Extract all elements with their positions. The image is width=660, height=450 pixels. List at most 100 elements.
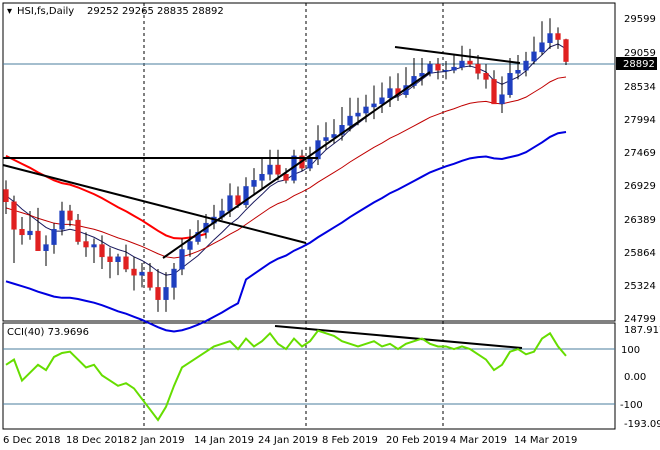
price-tick: 27994 bbox=[624, 115, 656, 126]
price-pane-frame bbox=[2, 2, 616, 322]
candle-bull bbox=[259, 173, 265, 181]
cci-title: CCI(40) 73.9696 bbox=[7, 327, 89, 338]
current-price-label: 28892 bbox=[623, 59, 655, 70]
cci-tick: 0.00 bbox=[624, 372, 646, 383]
candle-bear bbox=[67, 210, 73, 221]
candle-bull bbox=[459, 60, 465, 68]
candle-bull bbox=[379, 97, 385, 105]
candle-bull bbox=[91, 244, 97, 248]
red-step-segment bbox=[5, 154, 207, 240]
candle-bull bbox=[187, 241, 193, 250]
candle-bull bbox=[451, 66, 457, 71]
candle-bull bbox=[139, 271, 145, 276]
ascending-trendline bbox=[162, 71, 431, 259]
chart-header-ohlc: 29252 29265 28835 28892 bbox=[87, 6, 224, 17]
candle-bull bbox=[539, 42, 545, 53]
date-label: 14 Mar 2019 bbox=[514, 435, 577, 446]
candle-bull bbox=[43, 244, 49, 251]
date-axis: 6 Dec 2018 18 Dec 2018 2 Jan 2019 14 Jan… bbox=[3, 435, 577, 446]
candle-bear bbox=[131, 268, 137, 276]
candle-bear bbox=[123, 256, 129, 270]
chart-header-arrow-icon: ▾ bbox=[7, 6, 12, 17]
chart-header-symbol: HSI,fs,Daily bbox=[17, 6, 74, 17]
candle-bear bbox=[555, 33, 561, 40]
candle-bull bbox=[523, 60, 529, 71]
candle-bull bbox=[171, 268, 177, 288]
candle-bear bbox=[75, 219, 81, 242]
cci-minus100-box bbox=[616, 398, 644, 410]
candle-bear bbox=[475, 63, 481, 74]
candle-bear bbox=[155, 287, 161, 300]
date-label: 2 Jan 2019 bbox=[131, 435, 185, 446]
price-tick: 28534 bbox=[624, 82, 656, 93]
candle-bull bbox=[27, 230, 33, 236]
candle-bear bbox=[107, 256, 113, 262]
cci-divergence-line bbox=[274, 325, 523, 349]
candle-bear bbox=[19, 229, 25, 236]
candle-bull bbox=[163, 287, 169, 300]
cci-tick: 187.9173 bbox=[624, 325, 660, 336]
candle-bear bbox=[435, 63, 441, 71]
candle-bull bbox=[115, 256, 121, 262]
price-tick: 27469 bbox=[624, 148, 656, 159]
descending-trendline bbox=[2, 164, 307, 244]
price-tick: 29599 bbox=[624, 14, 656, 25]
price-tick: 26389 bbox=[624, 215, 656, 226]
candle-bear bbox=[147, 271, 153, 288]
cci-line bbox=[5, 329, 567, 422]
candle-bull bbox=[443, 69, 449, 72]
date-label: 8 Feb 2019 bbox=[322, 435, 378, 446]
candle-bear bbox=[467, 60, 473, 65]
blue-step-line bbox=[5, 131, 567, 333]
candle-bear bbox=[83, 241, 89, 248]
candle-bull bbox=[355, 112, 361, 117]
cci-pane-frame bbox=[2, 322, 616, 430]
slow-ma-line bbox=[5, 76, 567, 259]
price-tick: 26929 bbox=[624, 181, 656, 192]
candle-bear bbox=[483, 73, 489, 80]
candle-bull bbox=[267, 164, 273, 175]
red-step-line bbox=[5, 154, 207, 240]
candle-bear bbox=[3, 189, 9, 203]
candle-bull bbox=[507, 73, 513, 95]
candle-bull bbox=[387, 88, 393, 99]
candle-bull bbox=[59, 210, 65, 230]
date-label: 20 Feb 2019 bbox=[386, 435, 448, 446]
candle-bull bbox=[499, 94, 505, 105]
candle-bull bbox=[363, 106, 369, 114]
candle-bull bbox=[307, 158, 313, 169]
date-label: 18 Dec 2018 bbox=[66, 435, 130, 446]
candle-bear bbox=[491, 79, 497, 105]
candle-bull bbox=[243, 186, 249, 206]
candle-bull bbox=[547, 33, 553, 43]
candle-bear bbox=[99, 244, 105, 258]
candle-bull bbox=[323, 137, 329, 141]
candle-bull bbox=[227, 195, 233, 212]
cci-plus100-box bbox=[616, 343, 644, 355]
price-tick: 24799 bbox=[624, 314, 656, 325]
price-tick: 25864 bbox=[624, 248, 656, 259]
candle-bull bbox=[251, 180, 257, 187]
candle-bear bbox=[283, 173, 289, 181]
baseline-step-line bbox=[5, 131, 567, 333]
candle-bull bbox=[179, 249, 185, 270]
price-axis: 29599 29059 28534 27994 27469 26929 2638… bbox=[624, 14, 656, 325]
price-tick: 29059 bbox=[624, 48, 656, 59]
trendlines bbox=[2, 46, 523, 349]
candle-bull bbox=[371, 103, 377, 108]
candle-bear bbox=[275, 164, 281, 175]
candle-bear bbox=[563, 39, 569, 62]
current-price-box bbox=[616, 57, 657, 70]
date-label: 24 Jan 2019 bbox=[258, 435, 318, 446]
date-label: 6 Dec 2018 bbox=[3, 435, 61, 446]
candle-bear bbox=[35, 230, 41, 251]
candle-bull bbox=[531, 51, 537, 62]
date-label: 4 Mar 2019 bbox=[450, 435, 507, 446]
cci-tick: 100 bbox=[621, 345, 640, 356]
date-label: 14 Jan 2019 bbox=[194, 435, 254, 446]
candle-bear bbox=[11, 201, 17, 230]
price-tick: 25324 bbox=[624, 281, 656, 292]
candle-bull bbox=[427, 63, 433, 74]
